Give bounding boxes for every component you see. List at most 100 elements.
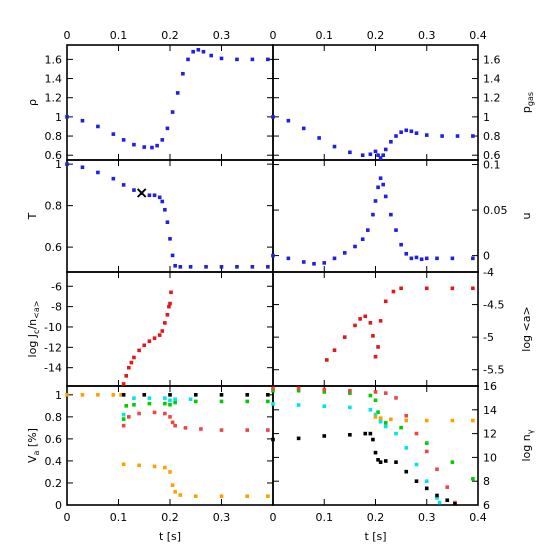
data-point: [96, 170, 100, 175]
top-x-tick-label: 0: [64, 29, 71, 42]
data-point: [152, 410, 157, 415]
data-point: [168, 393, 172, 397]
data-point: [170, 420, 175, 425]
data-point: [378, 416, 383, 420]
data-point: [373, 415, 378, 419]
data-point: [163, 401, 167, 406]
data-point: [368, 393, 373, 398]
data-point: [378, 319, 383, 323]
data-point: [137, 463, 141, 468]
data-point: [165, 126, 170, 131]
data-point: [378, 419, 383, 424]
data-point: [152, 336, 157, 340]
y-tick-label: 14: [483, 404, 497, 417]
data-point: [450, 286, 455, 291]
data-point: [368, 321, 373, 325]
data-point: [199, 427, 203, 431]
data-point: [157, 333, 162, 337]
y-tick-label: -14: [44, 362, 62, 375]
y-tick-label: -5: [483, 331, 494, 344]
data-point: [383, 391, 388, 395]
data-point: [378, 156, 383, 160]
x-tick-label: 0.1: [110, 511, 128, 524]
data-point: [147, 396, 152, 400]
y-axis-label: Va [%]: [26, 428, 41, 463]
panel-frame: [66, 159, 274, 273]
data-point: [163, 207, 167, 212]
data-point: [424, 449, 429, 454]
top-x-tick-label: 0: [270, 29, 277, 42]
data-point: [360, 237, 365, 242]
top-x-tick-label: 0.2: [367, 29, 385, 42]
data-point: [404, 418, 409, 423]
data-point: [124, 404, 129, 408]
data-point: [80, 165, 85, 170]
data-point: [266, 494, 270, 498]
data-point: [376, 185, 380, 190]
data-point: [245, 393, 250, 397]
data-point: [409, 256, 414, 261]
data-point: [160, 138, 165, 142]
data-point: [312, 262, 316, 266]
top-x-tick-label: 0.3: [213, 29, 231, 42]
y-tick-label: 0: [483, 250, 490, 263]
data-point: [322, 390, 327, 394]
data-point: [235, 57, 239, 62]
data-point: [168, 402, 172, 407]
data-point: [178, 493, 183, 497]
x-tick-label: 0.2: [367, 511, 385, 524]
data-point: [121, 462, 126, 467]
data-point: [301, 126, 306, 131]
data-point: [435, 467, 439, 472]
data-point: [271, 115, 275, 119]
data-point: [245, 399, 250, 404]
data-point: [193, 399, 198, 404]
data-point: [250, 265, 255, 269]
data-point: [266, 57, 270, 62]
data-point: [394, 396, 398, 400]
data-point: [414, 131, 419, 135]
data-point: [358, 317, 362, 321]
data-point: [419, 257, 424, 262]
data-point: [178, 265, 183, 269]
x-tick-label: 0: [64, 511, 71, 524]
data-point: [80, 118, 85, 123]
data-point: [391, 289, 396, 294]
data-point: [111, 393, 116, 397]
data-point: [348, 388, 352, 393]
data-point: [296, 403, 301, 407]
y-tick-label: 1: [55, 158, 62, 171]
y-tick-label: 0.1: [483, 159, 501, 172]
data-point: [348, 432, 352, 437]
data-point: [435, 493, 439, 498]
data-point: [471, 256, 475, 261]
data-point: [142, 343, 147, 348]
data-point: [404, 469, 409, 474]
data-point: [322, 404, 327, 409]
data-point: [378, 176, 383, 181]
y-axis-label: log Jc/n<a>: [26, 301, 41, 358]
y-tick-label: 8: [483, 475, 490, 488]
y-tick-label: 1.6: [45, 53, 63, 66]
data-point: [389, 212, 393, 217]
data-point: [383, 194, 388, 199]
data-point: [173, 397, 177, 402]
data-point: [414, 462, 419, 467]
y-tick-label: 0: [55, 499, 62, 512]
x-axis-label: t [s]: [364, 530, 386, 543]
data-point: [121, 412, 126, 417]
data-point: [301, 260, 306, 264]
data-point: [152, 464, 157, 469]
x-tick-label: 0.1: [316, 511, 334, 524]
data-point: [119, 393, 123, 397]
data-point: [142, 145, 147, 149]
data-point: [383, 424, 388, 429]
data-point: [170, 483, 175, 487]
data-point: [127, 365, 131, 370]
data-point: [132, 396, 136, 400]
data-point: [163, 465, 167, 470]
data-point: [271, 388, 275, 393]
data-point: [188, 397, 193, 402]
data-point: [271, 437, 275, 442]
